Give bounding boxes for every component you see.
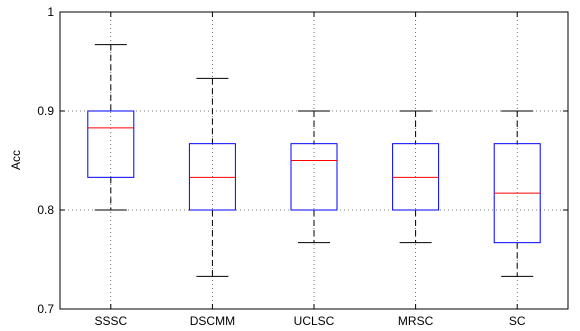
x-tick-label: MRSC [398, 314, 434, 328]
y-tick-label: 0.7 [37, 302, 54, 316]
box-sc [493, 110, 541, 277]
box-mrsc [392, 110, 440, 244]
y-tick-label: 0.8 [37, 203, 54, 217]
y-axis-label: Acc [9, 150, 23, 170]
y-tick-label: 0.9 [37, 104, 54, 118]
x-tick-label: DSCMM [190, 314, 235, 328]
tick-layer: 0.7 0.8 0.9 1 SSSC DSCMM UCLSC MRSC SC [37, 5, 568, 328]
x-tick-label: SC [509, 314, 526, 328]
box-dscmm [188, 77, 236, 277]
y-tick-label: 1 [47, 5, 54, 19]
x-tick-label: UCLSC [294, 314, 335, 328]
box-sssc [87, 44, 135, 211]
box-iqr [87, 110, 135, 178]
box-uclsc [290, 110, 338, 244]
box-iqr [290, 143, 338, 211]
box-layer [87, 44, 541, 277]
x-tick-label: SSSC [94, 314, 127, 328]
